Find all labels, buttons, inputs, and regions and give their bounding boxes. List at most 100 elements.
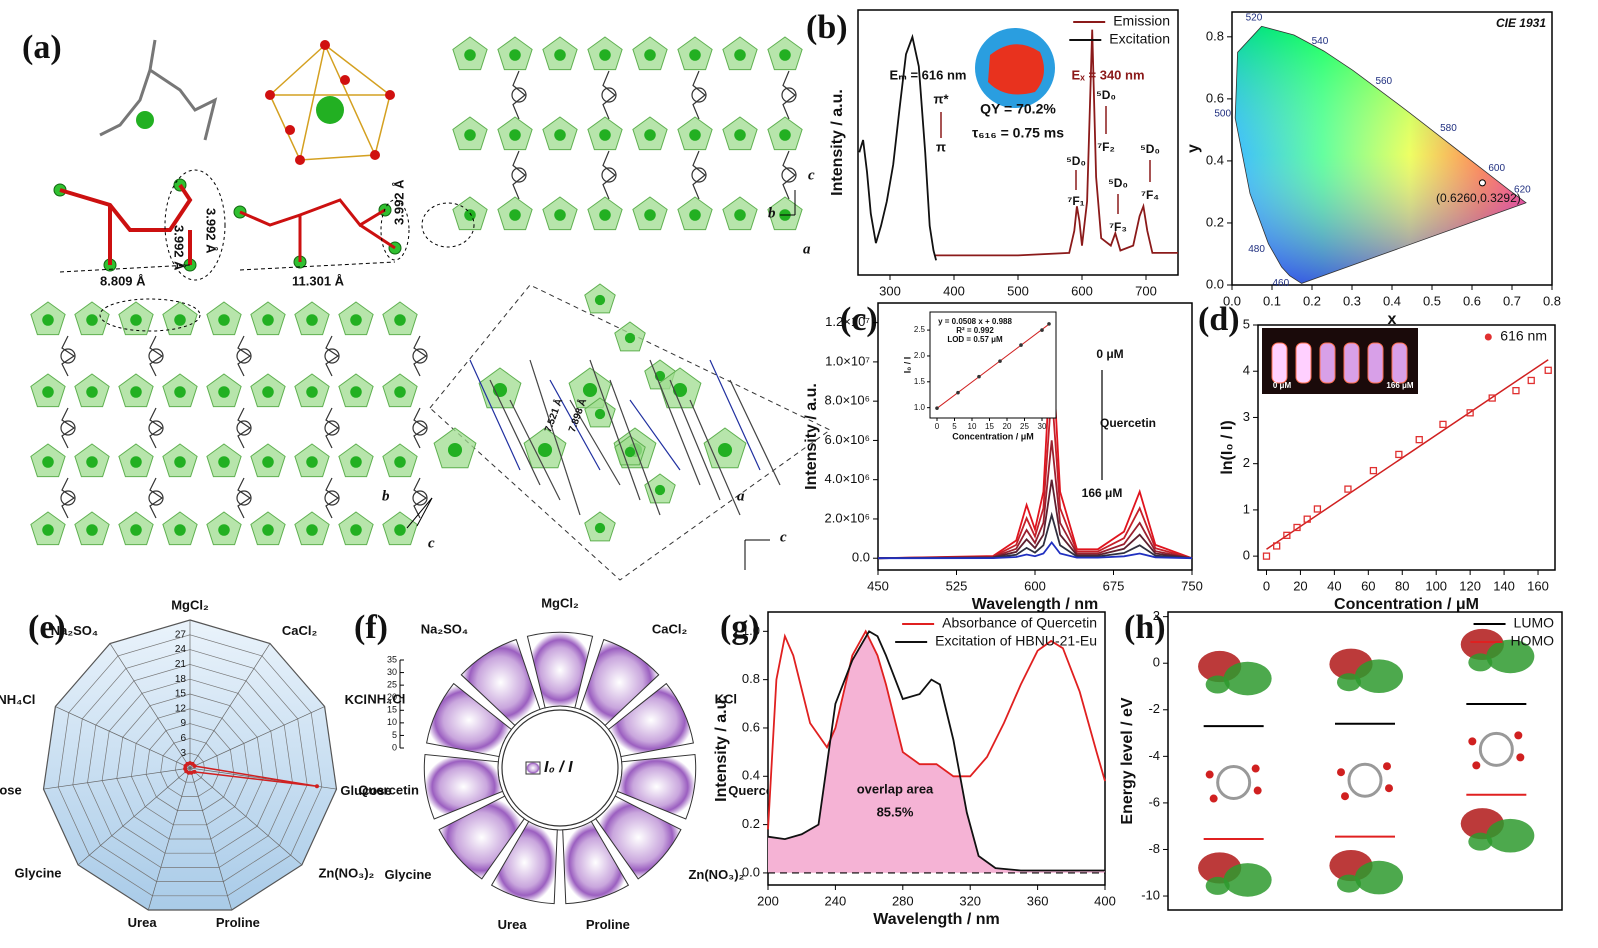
x-tick-label: 0 xyxy=(1263,578,1270,593)
annotation: 0 μM xyxy=(1096,347,1123,361)
atom xyxy=(130,386,142,398)
atom xyxy=(262,386,274,398)
x-tick-label: 700 xyxy=(1135,283,1157,298)
vial xyxy=(1271,342,1288,384)
atom xyxy=(320,40,330,50)
panel-label: (e) xyxy=(28,609,66,646)
distance-line xyxy=(59,264,191,273)
linker xyxy=(692,70,706,120)
line-series xyxy=(877,541,1193,560)
category-label: Zn(NO₃)₂ xyxy=(318,866,374,881)
axis-letter: c xyxy=(428,535,435,551)
atom xyxy=(594,522,606,534)
annotation: ⁷F₁ xyxy=(1067,194,1084,208)
data-point xyxy=(998,359,1002,363)
radar-point xyxy=(192,763,197,768)
annotation: π* xyxy=(933,91,949,106)
atom xyxy=(624,332,636,344)
r-tick-label: 20 xyxy=(387,692,397,702)
annotation: ⁷F₄ xyxy=(1141,188,1159,202)
legend-label: 616 nm xyxy=(1500,328,1547,344)
r-tick-label: 12 xyxy=(175,703,187,714)
ring xyxy=(324,348,340,364)
distance-label: 3.992 Å xyxy=(391,179,406,225)
y-tick-label: 0.0 xyxy=(852,550,870,565)
radar-spoke xyxy=(189,706,325,769)
molecule xyxy=(1216,765,1252,801)
ring xyxy=(236,348,252,364)
inner-ring xyxy=(501,709,619,827)
y-tick-label: 0.8 xyxy=(1206,28,1224,43)
radar-ring xyxy=(175,752,205,783)
atom xyxy=(385,90,395,100)
wavelength-label: 500 xyxy=(1214,108,1231,119)
x-tick-label: 400 xyxy=(1094,893,1116,908)
r-tick-label: 10 xyxy=(387,717,397,727)
atom xyxy=(734,129,746,141)
spectral-locus xyxy=(1234,25,1527,284)
molecule xyxy=(1347,762,1383,798)
annotation: Quercetin xyxy=(1100,416,1156,430)
atom xyxy=(624,446,636,458)
data-point xyxy=(1369,466,1378,475)
atom xyxy=(594,294,606,306)
y-tick-label: 0 xyxy=(1243,548,1250,563)
line-series xyxy=(877,391,1193,560)
annotation: overlap area xyxy=(857,781,934,796)
atom xyxy=(394,524,406,536)
atom xyxy=(86,386,98,398)
atom xyxy=(779,49,791,61)
radar-ring xyxy=(87,664,293,868)
radar-spoke xyxy=(43,767,191,790)
radar-spoke xyxy=(147,767,191,911)
framework-bond xyxy=(569,399,621,486)
atom xyxy=(644,129,656,141)
category-label: Quercetin xyxy=(358,782,419,797)
ring xyxy=(691,167,707,183)
y-tick-label: 2.0 xyxy=(914,351,926,360)
y-axis-label: ln(I₀ / I) xyxy=(1219,420,1236,474)
radar-spoke xyxy=(189,767,233,911)
wavelength-label: 540 xyxy=(1312,36,1329,47)
atom xyxy=(262,314,274,326)
atom xyxy=(306,524,318,536)
category-label: NH₄Cl xyxy=(0,692,35,707)
polar-bar xyxy=(460,638,541,727)
orbital-lobe xyxy=(1355,659,1403,694)
polar-bar xyxy=(616,753,697,820)
x-tick-label: 525 xyxy=(946,578,968,593)
radar-ring xyxy=(131,708,249,826)
polar-bar xyxy=(438,795,525,880)
linker xyxy=(149,407,164,449)
ring xyxy=(781,87,797,103)
data-point xyxy=(1439,420,1447,429)
radar-ring xyxy=(101,678,279,854)
atom xyxy=(285,125,295,135)
annotation: Eₘ = 616 nm xyxy=(890,67,967,82)
x-tick-label: 30 xyxy=(1038,422,1047,431)
highlight xyxy=(421,202,475,248)
y-tick-label: 0.4 xyxy=(1206,152,1224,167)
linker xyxy=(325,477,340,519)
data-point xyxy=(1415,435,1423,444)
radar-point xyxy=(192,769,197,774)
wavelength-label: 600 xyxy=(1488,163,1505,174)
ring xyxy=(236,490,252,506)
panel-label: (g) xyxy=(720,609,760,646)
orbital-lobe xyxy=(1337,874,1361,893)
y-tick-label: 1.0 xyxy=(742,623,760,638)
x-tick-label: 60 xyxy=(1361,578,1375,593)
orbital-lobe xyxy=(1468,832,1493,851)
radar-spoke xyxy=(189,643,271,769)
distance-label: 7.521 Å xyxy=(541,397,565,434)
axis-arrow xyxy=(416,497,433,527)
x-axis-label: x xyxy=(1388,311,1397,328)
x-tick-label: 450 xyxy=(867,578,889,593)
distance-label: 7.898 Å xyxy=(565,397,589,434)
distance-label: 8.809 Å xyxy=(100,273,146,288)
plot-frame xyxy=(929,311,1057,419)
x-tick-label: 0.3 xyxy=(1343,293,1361,308)
category-label: Urea xyxy=(498,917,528,932)
linker xyxy=(782,150,796,200)
panel-label: (c) xyxy=(840,301,878,338)
